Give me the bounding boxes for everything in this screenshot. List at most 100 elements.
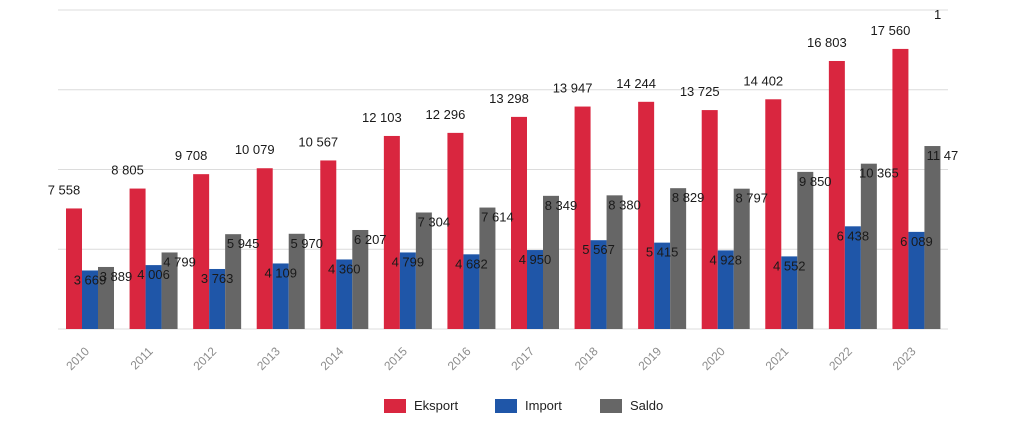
legend-label-saldo: Saldo xyxy=(630,398,663,413)
data-label-saldo-2010: 3 889 xyxy=(100,269,133,284)
gridlines xyxy=(58,9,948,330)
data-label-saldo-2017: 8 349 xyxy=(545,198,578,213)
data-label-import-2020: 4 928 xyxy=(709,252,742,267)
bar-import-2022 xyxy=(844,226,861,329)
data-label-eksport-2012: 9 708 xyxy=(175,148,208,163)
data-label-import-2010: 3 669 xyxy=(74,272,107,287)
bar-saldo-2015 xyxy=(415,212,432,329)
x-tick-label: 2011 xyxy=(128,344,156,372)
data-label-import-2011: 4 006 xyxy=(137,267,170,282)
legend: Eksport Import Saldo xyxy=(384,398,663,413)
data-label-import-2015: 4 799 xyxy=(392,254,425,269)
bar-eksport-2021 xyxy=(765,99,782,329)
data-label-import-2016: 4 682 xyxy=(455,256,488,271)
data-label-saldo-2014: 6 207 xyxy=(354,232,387,247)
data-label-import-2019: 5 415 xyxy=(646,245,679,260)
data-label-saldo-2013: 5 970 xyxy=(290,236,323,251)
x-tick-label: 2018 xyxy=(572,344,601,373)
bar-eksport-2015 xyxy=(383,135,400,329)
bar-eksport-2019 xyxy=(638,101,655,329)
x-tick-label: 2012 xyxy=(190,344,219,373)
data-label-eksport-2018: 13 947 xyxy=(553,81,593,96)
bar-eksport-2023 xyxy=(892,48,909,329)
bar-eksport-2011 xyxy=(129,188,146,329)
bar-eksport-2018 xyxy=(574,106,591,329)
bar-import-2020 xyxy=(717,250,734,329)
data-label-eksport-2023: 17 560 xyxy=(871,23,911,38)
x-tick-label: 2019 xyxy=(635,344,664,373)
bar-eksport-2010 xyxy=(66,208,82,329)
bar-import-2016 xyxy=(463,254,480,329)
data-label-import-2014: 4 360 xyxy=(328,261,361,276)
bar-import-2010 xyxy=(82,270,98,329)
legend-swatch-import xyxy=(495,399,517,413)
legend-label-eksport: Eksport xyxy=(414,398,458,413)
data-label-saldo-2015: 7 304 xyxy=(418,215,451,230)
bar-saldo-2016 xyxy=(479,207,496,329)
data-label-eksport-2013: 10 079 xyxy=(235,142,275,157)
data-label-eksport-2019: 14 244 xyxy=(616,76,656,91)
data-label-saldo-2021: 9 850 xyxy=(799,174,832,189)
data-label-import-2022: 6 438 xyxy=(837,228,870,243)
data-label-import-2013: 4 109 xyxy=(264,265,297,280)
bar-import-2017 xyxy=(527,250,543,329)
data-label-eksport-2011: 8 805 xyxy=(111,163,144,178)
bar-eksport-2013 xyxy=(256,168,273,329)
data-label-eksport-2015: 12 103 xyxy=(362,110,402,125)
bar-saldo-2013 xyxy=(288,233,305,329)
data-label-saldo-2023: 11 47 xyxy=(927,148,959,163)
x-axis: 2010 2011 2012 2013 2014 2015 2016 2017 2018 2019… xyxy=(63,344,918,373)
data-label-import-2012: 3 763 xyxy=(201,271,234,286)
bar-saldo-2017 xyxy=(543,195,559,329)
x-tick-label: 2014 xyxy=(318,344,347,373)
data-label-import-2021: 4 552 xyxy=(773,258,806,273)
x-tick-label: 2022 xyxy=(826,344,855,373)
data-label-eksport-2021: 14 402 xyxy=(743,73,783,88)
x-tick-label: 2010 xyxy=(63,344,92,373)
data-label-saldo-2020: 8 797 xyxy=(735,191,768,206)
x-tick-label: 2023 xyxy=(890,344,919,373)
bar-saldo-2018 xyxy=(606,195,623,329)
data-label-eksport-2020: 13 725 xyxy=(680,84,720,99)
bar-import-2019 xyxy=(654,242,671,329)
bar-import-2023 xyxy=(908,231,925,329)
data-label-eksport-2017: 13 298 xyxy=(489,91,529,106)
cut-off-data-label: 1 xyxy=(934,7,941,22)
bar-saldo-2020 xyxy=(733,188,750,329)
bar-saldo-2019 xyxy=(670,188,687,329)
legend-swatch-saldo xyxy=(600,399,622,413)
bar-import-2021 xyxy=(781,256,798,329)
bar-saldo-2023 xyxy=(924,146,941,329)
data-label-saldo-2018: 8 380 xyxy=(608,197,641,212)
data-label-saldo-2016: 7 614 xyxy=(481,210,514,225)
data-label-import-2017: 4 950 xyxy=(519,252,552,267)
bar-import-2011 xyxy=(145,265,162,329)
data-label-saldo-2022: 10 365 xyxy=(859,166,899,181)
bar-saldo-2012 xyxy=(225,234,242,329)
data-label-import-2018: 5 567 xyxy=(582,242,615,257)
bar-eksport-2020 xyxy=(701,110,718,330)
bar-saldo-2021 xyxy=(797,171,814,329)
bar-import-2018 xyxy=(590,240,607,329)
data-label-eksport-2014: 10 567 xyxy=(298,134,338,149)
bar-saldo-2010 xyxy=(98,266,114,329)
x-tick-label: 2017 xyxy=(508,344,537,373)
data-label-saldo-2012: 5 945 xyxy=(227,236,260,251)
legend-label-import: Import xyxy=(525,398,562,413)
x-tick-label: 2015 xyxy=(381,344,410,373)
x-tick-label: 2020 xyxy=(699,344,728,373)
bar-saldo-2014 xyxy=(352,229,369,329)
bar-saldo-2011 xyxy=(161,252,178,329)
bar-import-2014 xyxy=(336,259,353,329)
data-label-eksport-2010: 7 558 xyxy=(48,182,81,197)
bar-import-2015 xyxy=(399,252,416,329)
data-label-import-2023: 6 089 xyxy=(900,234,933,249)
data-label-saldo-2019: 8 829 xyxy=(672,190,705,205)
x-tick-label: 2016 xyxy=(445,344,474,373)
bar-import-2012 xyxy=(209,268,226,329)
x-tick-label: 2013 xyxy=(254,344,283,373)
bar-saldo-2022 xyxy=(860,163,877,329)
bar-eksport-2017 xyxy=(511,116,527,329)
